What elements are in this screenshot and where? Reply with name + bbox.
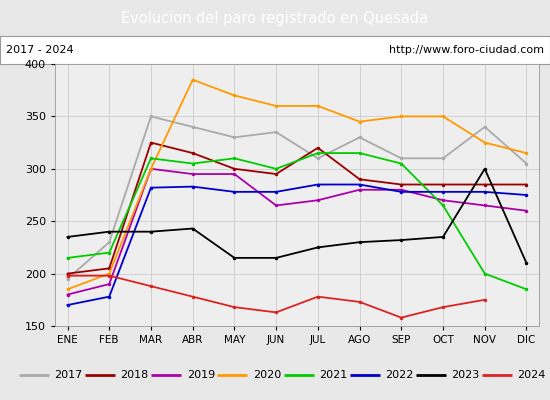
Text: 2020: 2020 bbox=[253, 370, 281, 380]
Text: http://www.foro-ciudad.com: http://www.foro-ciudad.com bbox=[389, 45, 544, 55]
Text: 2017: 2017 bbox=[54, 370, 82, 380]
Text: 2018: 2018 bbox=[120, 370, 149, 380]
Text: 2023: 2023 bbox=[451, 370, 480, 380]
Text: Evolucion del paro registrado en Quesada: Evolucion del paro registrado en Quesada bbox=[122, 10, 428, 26]
Text: 2021: 2021 bbox=[319, 370, 347, 380]
Text: 2019: 2019 bbox=[186, 370, 215, 380]
Text: 2024: 2024 bbox=[518, 370, 546, 380]
Text: 2022: 2022 bbox=[385, 370, 414, 380]
Text: 2017 - 2024: 2017 - 2024 bbox=[6, 45, 73, 55]
